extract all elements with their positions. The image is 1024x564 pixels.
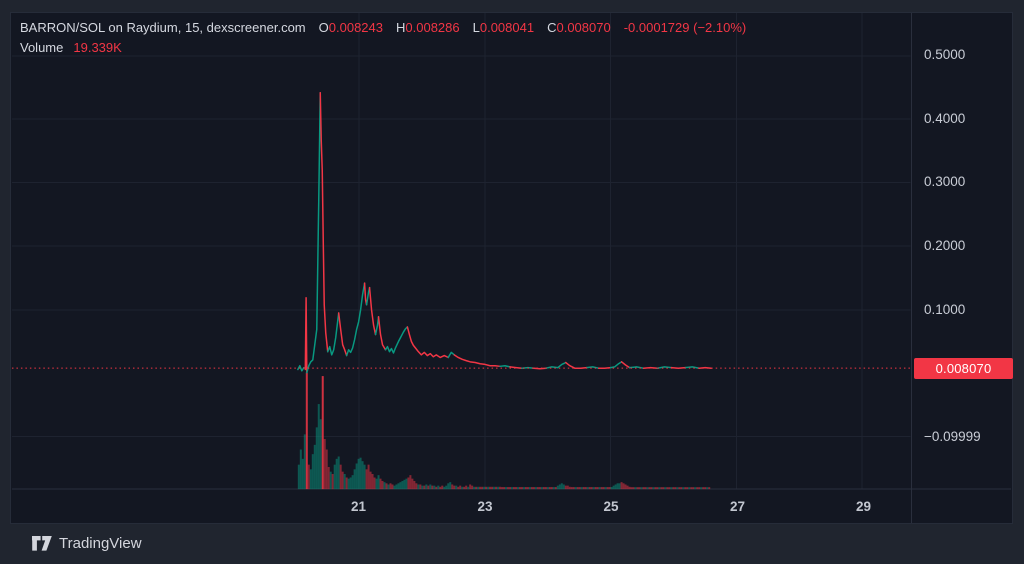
symbol-title: BARRON/SOL on Raydium, 15, dexscreener.c… (20, 20, 306, 35)
tradingview-logo-text: TradingView (59, 535, 142, 552)
volume-bars (297, 372, 711, 490)
chart-widget (10, 12, 1013, 524)
ohlc-item: O0.008243 (318, 20, 383, 35)
ohlc-item: L0.008041 (472, 20, 535, 35)
volume-row: Volume 19.339K (20, 40, 122, 56)
chart-plot-area[interactable] (11, 13, 1012, 523)
ohlc-values: O0.008243 H0.008286 L0.008041 C0.008070 (319, 20, 624, 36)
volume-value: 19.339K (73, 40, 122, 55)
price-series (297, 92, 712, 374)
ohlc-item: C0.008070 (547, 20, 611, 35)
chart-legend-row: BARRON/SOL on Raydium, 15, dexscreener.c… (20, 20, 746, 36)
change-value: -0.0001729 (−2.10%) (623, 20, 747, 35)
tradingview-logo-icon (32, 536, 52, 551)
tradingview-logo[interactable]: TradingView (32, 535, 142, 552)
volume-label: Volume (20, 40, 64, 55)
ohlc-item: H0.008286 (396, 20, 460, 35)
